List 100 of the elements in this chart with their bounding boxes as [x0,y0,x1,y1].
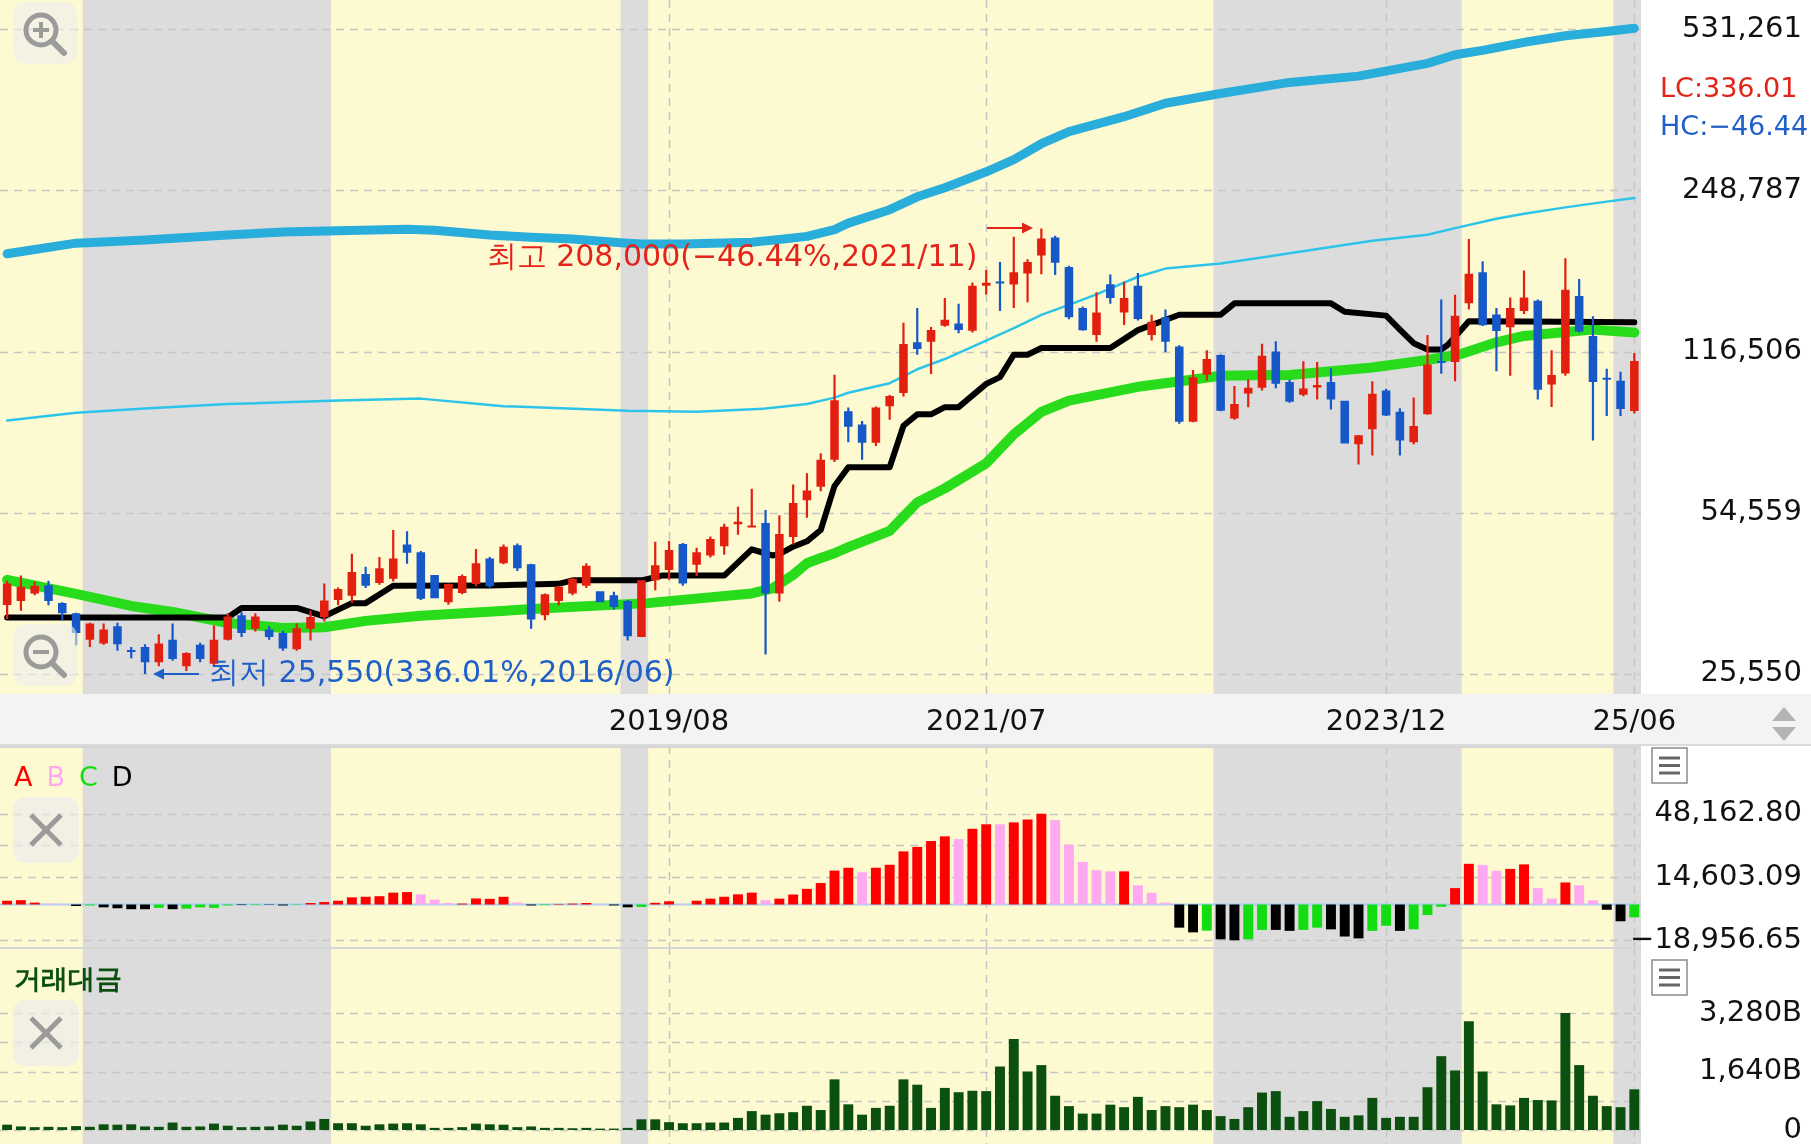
bar [1615,1107,1626,1131]
bar [1408,904,1419,930]
y-tick-label: −18,956.65 [1630,920,1802,955]
bar [995,1066,1005,1131]
bar [926,841,937,905]
bar [1284,1116,1295,1131]
bar [1505,868,1516,905]
bar [2,1124,13,1131]
candlestick [1547,350,1556,407]
bar [1519,864,1529,905]
bar [1105,1104,1116,1131]
bar [471,898,481,905]
bar [1036,1065,1047,1131]
candlestick [1436,299,1446,374]
bar [1422,1087,1433,1131]
bar [760,900,771,905]
bar [677,1123,688,1131]
candlestick [1230,385,1239,420]
bar [236,1127,247,1131]
bar [857,872,868,905]
bar [415,1124,426,1131]
text: A [14,761,33,793]
bar [981,824,992,905]
bar [126,904,137,910]
bar [209,1123,219,1131]
bar [167,1122,178,1131]
bar [1394,1116,1405,1131]
y-tick-label: 248,787 [1682,170,1802,205]
text: D [111,761,133,793]
y-tick-label: 14,603.09 [1654,857,1802,892]
bar [429,1127,440,1131]
bar [774,1113,785,1131]
bar [1491,1104,1502,1131]
annotation: 최고 208,000(−46.44%,2021/11) [486,238,978,274]
bar [153,904,164,908]
bar [801,1105,812,1131]
y-tick-label: 25,550 [1700,654,1802,689]
bar [305,1121,316,1131]
bar [912,1084,923,1131]
bar [539,1127,550,1131]
bar [471,1123,481,1131]
bar [581,1127,592,1131]
bar [498,896,509,905]
x-tick-label: 2019/08 [608,702,730,737]
bar [374,1124,385,1131]
bar [1091,870,1102,905]
bar [1132,885,1143,905]
bar [953,1092,964,1131]
bar [181,1126,192,1131]
bar [1257,904,1267,930]
bar [636,1119,647,1131]
bar [112,904,123,909]
bar [1050,1095,1061,1131]
bar [1325,1108,1336,1131]
bar [1119,1107,1130,1131]
bar [926,1107,937,1131]
text: HC:−46.44 [1660,110,1809,142]
bar [195,904,206,908]
bar [1560,882,1571,905]
bar [1160,1106,1171,1131]
bar [760,1114,771,1131]
bar [1077,1113,1088,1131]
candlestick [1423,334,1432,415]
bar [1574,885,1585,905]
bar [664,1122,674,1131]
candlestick [306,610,315,641]
x-tick-label: 2023/12 [1325,702,1447,737]
bar [1298,904,1309,930]
bar [360,896,371,905]
bar [746,1111,757,1131]
text: 거래대금 [14,963,122,995]
bar [650,1119,661,1131]
bar [995,824,1005,905]
bar [126,1124,137,1131]
bar [788,894,799,905]
bar [1312,904,1323,928]
bar [264,1126,275,1131]
bar [843,867,854,905]
bar [1450,1070,1461,1131]
bar [1408,1116,1419,1131]
bar [801,888,812,905]
candlestick [761,509,770,655]
y-tick-label: 3,280B [1699,993,1802,1028]
bar [1270,904,1281,930]
bar [1436,904,1447,907]
bar [898,1079,909,1131]
bar [1188,1104,1199,1131]
bar [346,1123,357,1131]
bar [181,904,192,909]
bar [1146,1110,1157,1131]
bar [388,1123,399,1131]
bar [1063,844,1074,905]
bar [553,1127,564,1131]
bar [1270,1091,1281,1131]
candlestick [1161,309,1170,352]
bar [512,1127,523,1131]
bar [1243,1107,1254,1131]
bar [319,1118,330,1131]
bar [953,839,964,905]
bar [1367,904,1378,931]
